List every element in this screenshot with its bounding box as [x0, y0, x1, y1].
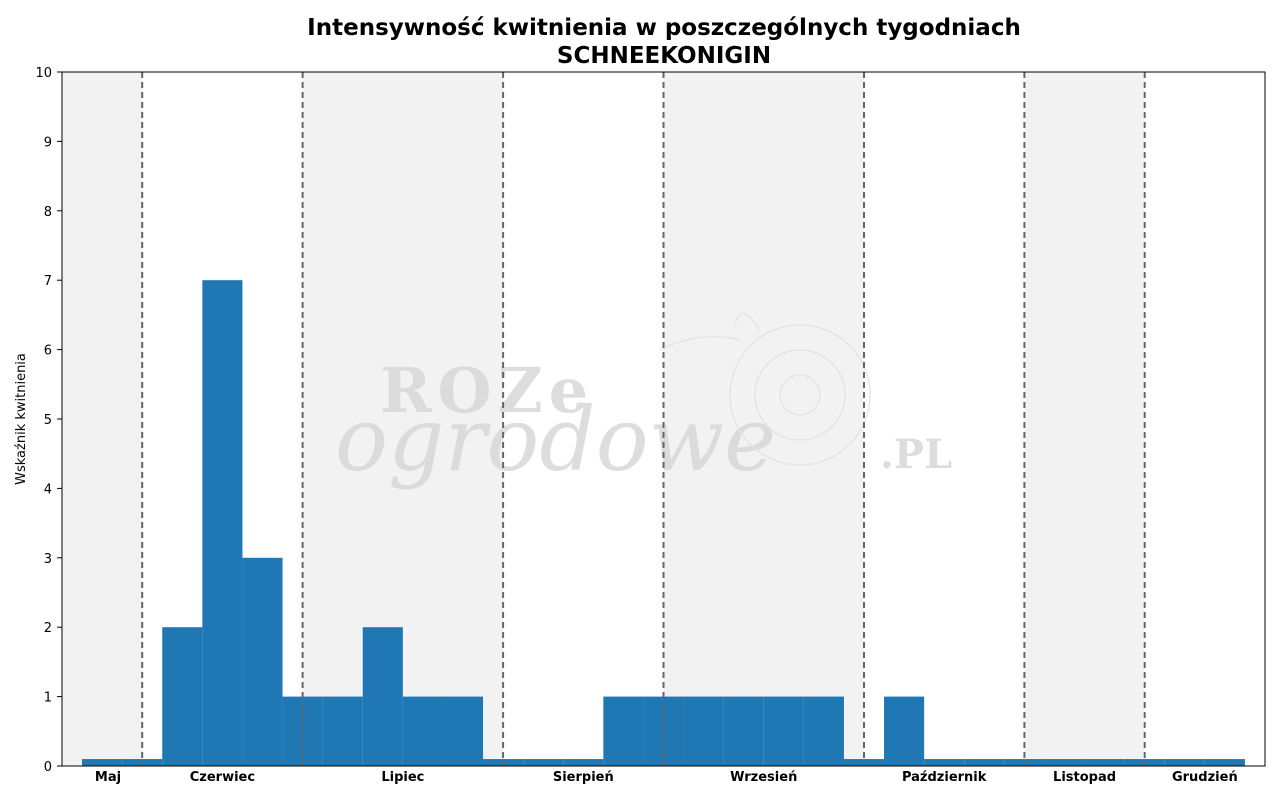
- y-tick-label-6: 6: [44, 344, 52, 359]
- chart-subtitle: SCHNEEKONIGIN: [557, 43, 771, 69]
- month-label-5: Październik: [902, 770, 987, 785]
- bar-week-23: [242, 557, 283, 766]
- y-tick-label-9: 9: [44, 135, 52, 150]
- y-tick-label-2: 2: [44, 621, 52, 636]
- chart-title: Intensywność kwitnienia w poszczególnych…: [307, 15, 1021, 41]
- y-axis: 0 1 2 3 4 5 6 7 8 9 10: [35, 66, 62, 775]
- month-label-7: Grudzień: [1172, 770, 1238, 785]
- y-tick-label-3: 3: [44, 552, 52, 567]
- watermark-logo: ROZe ogrodowe .PL: [335, 313, 952, 491]
- watermark-ogrodowe: ogrodowe: [335, 388, 776, 491]
- y-tick-label-1: 1: [44, 691, 52, 706]
- bar-week-35: [723, 696, 764, 766]
- bar-week-31: [563, 759, 604, 766]
- bar-week-36: [763, 696, 804, 766]
- bar-week-46: [1164, 759, 1205, 766]
- y-axis-label: Wskaźnik kwitnienia: [14, 353, 29, 485]
- bar-week-27: [402, 696, 443, 766]
- month-bands: [62, 72, 1145, 766]
- watermark-pl: .PL: [880, 431, 952, 478]
- bar-week-22: [202, 280, 243, 766]
- bar-week-19: [82, 759, 123, 766]
- y-tick-label-10: 10: [35, 66, 52, 81]
- bar-week-40: [924, 759, 965, 766]
- month-label-4: Wrzesień: [730, 770, 797, 785]
- bar-week-34: [683, 696, 724, 766]
- month-label-3: Sierpień: [553, 770, 614, 785]
- y-tick-label-4: 4: [44, 482, 52, 497]
- y-tick-label-5: 5: [44, 413, 52, 428]
- y-tick-label-0: 0: [44, 760, 52, 775]
- y-tick-label-8: 8: [44, 205, 52, 220]
- bar-week-43: [1044, 759, 1085, 766]
- bar-week-47: [1204, 759, 1245, 766]
- bar-week-41: [964, 759, 1005, 766]
- bar-week-26: [362, 627, 403, 766]
- x-axis: Maj Czerwiec Lipiec Sierpień Wrzesień Paździe…: [95, 770, 1238, 785]
- month-label-6: Listopad: [1053, 770, 1116, 785]
- bar-week-25: [322, 696, 363, 766]
- bar-week-37: [803, 696, 844, 766]
- bar-series: [82, 280, 1245, 766]
- month-band-0: [62, 72, 143, 766]
- bar-week-28: [442, 696, 484, 766]
- bar-week-32: [603, 696, 644, 766]
- bar-week-21: [162, 627, 203, 766]
- month-band-4: [663, 72, 864, 766]
- bar-week-44: [1084, 759, 1125, 766]
- month-band-6: [1024, 72, 1145, 766]
- watermark-roze: ROZe: [380, 354, 594, 427]
- bar-week-30: [523, 759, 564, 766]
- bar-week-39: [884, 696, 925, 766]
- y-tick-label-7: 7: [44, 274, 52, 289]
- month-label-1: Czerwiec: [190, 770, 255, 785]
- watermark-rose-icon: [659, 313, 871, 466]
- month-label-0: Maj: [95, 770, 121, 785]
- month-label-2: Lipiec: [381, 770, 424, 785]
- month-dividers: [141, 72, 1146, 766]
